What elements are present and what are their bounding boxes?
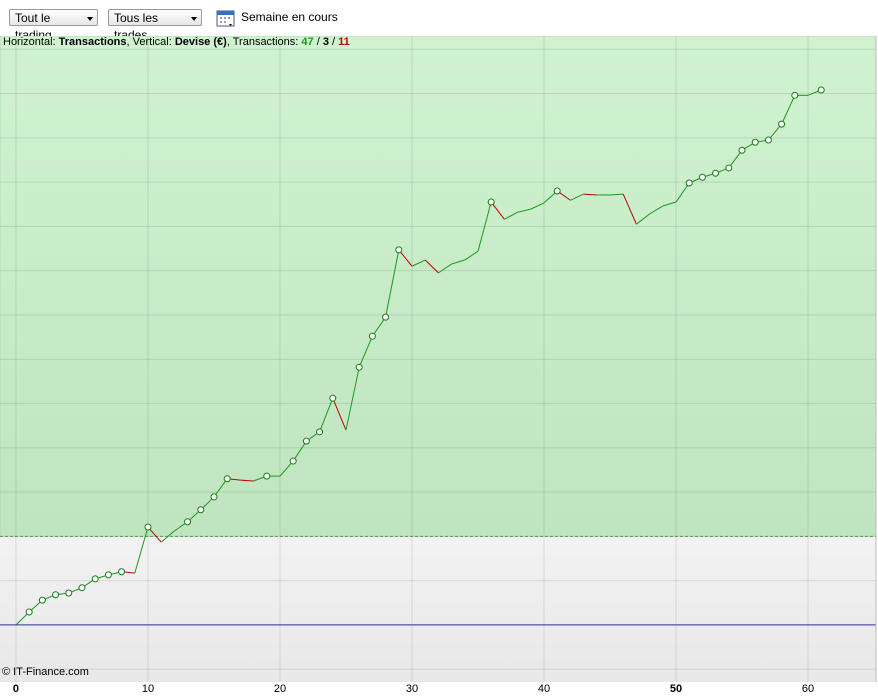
equity-segment — [345, 367, 360, 431]
new-high-marker — [712, 169, 720, 177]
equity-segment — [292, 440, 307, 462]
loss-zone — [0, 536, 876, 682]
new-high-marker — [302, 437, 310, 445]
new-high-marker — [368, 332, 376, 340]
new-high-marker — [329, 394, 337, 402]
new-high-marker — [144, 523, 152, 531]
new-high-marker — [725, 164, 733, 172]
equity-segment — [438, 263, 452, 274]
x-tick-label: 30 — [406, 683, 418, 695]
x-tick-label: 20 — [274, 683, 286, 695]
equity-segment — [662, 201, 677, 207]
new-high-marker — [289, 457, 297, 465]
new-high-marker — [553, 187, 561, 195]
new-high-marker — [38, 596, 46, 604]
new-high-marker — [263, 472, 271, 480]
new-high-marker — [197, 506, 205, 514]
new-high-marker — [778, 120, 786, 128]
equity-segment — [411, 259, 426, 267]
new-high-marker — [791, 91, 799, 99]
equity-segment — [583, 193, 597, 196]
equity-segment — [530, 202, 545, 210]
trades-filter[interactable]: Tous les trades — [108, 9, 202, 42]
equity-segment — [781, 95, 796, 125]
new-high-marker — [52, 591, 60, 599]
new-high-marker — [210, 493, 218, 501]
new-high-marker — [355, 363, 363, 371]
equity-segment — [385, 249, 400, 318]
count-win: 47 — [301, 36, 313, 48]
equity-segment — [358, 336, 373, 368]
new-high-marker — [751, 138, 759, 146]
new-high-marker — [738, 146, 746, 154]
profit-zone — [0, 36, 877, 537]
t-prefix: Transactions: — [233, 36, 299, 48]
equity-segment — [490, 201, 505, 220]
trading-filter[interactable]: Tout le trading — [9, 9, 98, 42]
equity-segment — [649, 205, 664, 215]
new-high-marker — [223, 475, 231, 483]
equity-segment — [477, 201, 492, 252]
new-high-marker — [395, 246, 403, 254]
new-high-marker — [118, 568, 126, 576]
equity-segment — [728, 149, 743, 169]
toolbar: Tout le trading Tous les trades Semaine … — [0, 0, 878, 42]
equity-segment — [240, 479, 254, 482]
new-high-marker — [764, 136, 772, 144]
x-tick-label: 10 — [142, 683, 154, 695]
equity-segment — [332, 397, 347, 431]
count-loss: 11 — [338, 36, 350, 48]
equity-segment — [636, 213, 650, 225]
equity-segment — [451, 259, 465, 265]
chart: Horizontal: Transactions, Vertical: Devi… — [0, 36, 877, 695]
new-high-marker — [78, 584, 86, 592]
equity-segment — [464, 250, 479, 261]
x-label: Transactions — [59, 36, 127, 48]
equity-segment — [504, 211, 518, 220]
new-high-marker — [698, 173, 706, 181]
chart-info: Horizontal: Transactions, Vertical: Devi… — [3, 36, 350, 48]
new-high-marker — [487, 198, 495, 206]
equity-segment — [160, 530, 175, 543]
x-tick-label: 40 — [538, 683, 550, 695]
v-prefix: Vertical: — [133, 36, 172, 48]
new-high-marker — [91, 575, 99, 583]
new-high-marker — [65, 589, 73, 597]
equity-segment — [319, 398, 334, 433]
equity-segment — [570, 193, 584, 201]
equity-segment — [424, 259, 439, 274]
footer: © IT-Finance.com — [2, 666, 89, 678]
count-even: 3 — [323, 36, 329, 48]
equity-segment — [517, 208, 531, 213]
new-high-marker — [25, 608, 33, 616]
equity-segment — [213, 478, 228, 498]
equity-segment — [398, 249, 413, 267]
equity-segment — [609, 193, 624, 196]
x-tick-label: 50 — [670, 683, 682, 695]
new-high-marker — [685, 179, 693, 187]
equity-segment — [622, 193, 637, 225]
y-label: Devise (€) — [175, 36, 227, 48]
new-high-marker — [184, 518, 192, 526]
period-label[interactable]: Semaine en cours — [241, 10, 338, 24]
x-tick-label: 0 — [13, 683, 19, 695]
equity-segment — [675, 182, 690, 203]
new-high-marker — [817, 86, 825, 94]
x-tick-label: 60 — [802, 683, 814, 695]
equity-segment — [134, 526, 149, 574]
new-high-marker — [382, 313, 390, 321]
equity-segment — [371, 316, 387, 337]
new-high-marker — [104, 571, 112, 579]
new-high-marker — [316, 428, 324, 436]
h-prefix: Horizontal: — [3, 36, 56, 48]
calendar-icon[interactable] — [216, 8, 236, 28]
